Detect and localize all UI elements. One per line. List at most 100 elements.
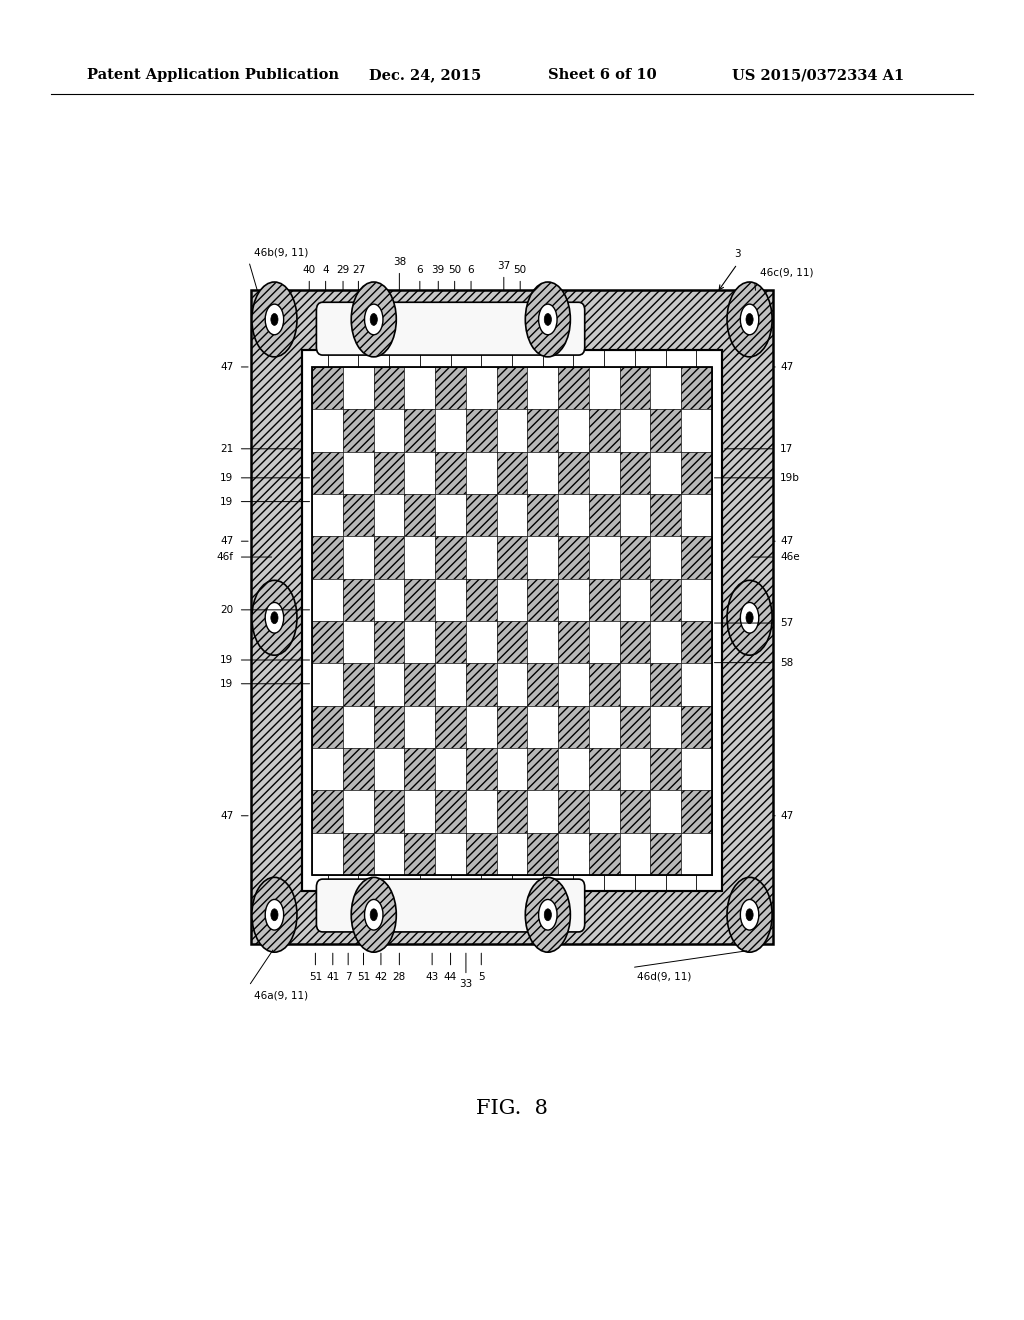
Bar xyxy=(312,748,343,791)
Ellipse shape xyxy=(740,899,759,931)
Bar xyxy=(527,494,558,536)
Bar xyxy=(650,536,681,578)
Text: 51: 51 xyxy=(357,972,370,982)
Text: 46b(9, 11): 46b(9, 11) xyxy=(254,247,308,257)
Bar xyxy=(589,664,620,706)
Text: 19: 19 xyxy=(220,655,233,665)
Bar xyxy=(312,409,343,451)
Ellipse shape xyxy=(545,313,551,326)
Bar xyxy=(681,536,712,578)
Bar xyxy=(466,664,497,706)
Bar xyxy=(527,578,558,622)
Ellipse shape xyxy=(525,878,570,952)
Ellipse shape xyxy=(525,282,570,356)
Text: 6: 6 xyxy=(468,264,474,275)
Bar xyxy=(435,664,466,706)
Bar xyxy=(497,494,527,536)
Bar xyxy=(681,578,712,622)
Text: 5: 5 xyxy=(478,972,484,982)
Ellipse shape xyxy=(252,282,297,356)
Text: 27: 27 xyxy=(352,264,365,275)
Text: FIG.  8: FIG. 8 xyxy=(476,1100,548,1118)
Bar xyxy=(404,622,435,664)
Ellipse shape xyxy=(265,899,284,931)
Text: 19: 19 xyxy=(220,473,233,483)
Bar xyxy=(374,833,404,875)
Text: 47: 47 xyxy=(220,362,233,372)
Text: 41: 41 xyxy=(327,972,339,982)
Text: 47: 47 xyxy=(780,362,794,372)
Bar xyxy=(589,409,620,451)
Bar xyxy=(466,706,497,748)
Ellipse shape xyxy=(371,313,377,326)
Text: 20: 20 xyxy=(220,605,233,615)
Bar xyxy=(620,833,650,875)
Bar xyxy=(681,494,712,536)
Text: 47: 47 xyxy=(780,810,794,821)
Bar xyxy=(343,664,374,706)
Bar xyxy=(497,622,527,664)
Bar xyxy=(589,748,620,791)
Bar xyxy=(497,367,527,409)
Text: Dec. 24, 2015: Dec. 24, 2015 xyxy=(369,69,481,82)
Text: 57: 57 xyxy=(780,618,794,628)
Text: 7: 7 xyxy=(345,972,351,982)
Text: 46a(9, 11): 46a(9, 11) xyxy=(254,990,308,1001)
Bar xyxy=(650,622,681,664)
Bar xyxy=(466,536,497,578)
Bar xyxy=(374,367,404,409)
Bar xyxy=(650,451,681,494)
Bar xyxy=(312,833,343,875)
Bar xyxy=(681,622,712,664)
Bar xyxy=(558,494,589,536)
Bar xyxy=(343,451,374,494)
Ellipse shape xyxy=(270,313,279,326)
Bar xyxy=(302,350,722,891)
Bar xyxy=(435,409,466,451)
Bar xyxy=(589,367,620,409)
Bar xyxy=(312,664,343,706)
Bar xyxy=(527,409,558,451)
Bar xyxy=(374,451,404,494)
Bar xyxy=(620,748,650,791)
Bar xyxy=(312,367,712,875)
Text: 47: 47 xyxy=(220,536,233,546)
Bar xyxy=(681,451,712,494)
Text: 42: 42 xyxy=(375,972,387,982)
Bar xyxy=(404,791,435,833)
Bar xyxy=(527,748,558,791)
Bar xyxy=(558,451,589,494)
Bar xyxy=(558,706,589,748)
Text: 38: 38 xyxy=(393,256,406,267)
Bar xyxy=(343,409,374,451)
Bar xyxy=(312,536,343,578)
Text: 4: 4 xyxy=(323,264,329,275)
Bar xyxy=(497,536,527,578)
Bar xyxy=(466,622,497,664)
Bar xyxy=(404,706,435,748)
Bar xyxy=(497,578,527,622)
Ellipse shape xyxy=(740,304,759,335)
Bar xyxy=(435,367,466,409)
Bar xyxy=(343,748,374,791)
Bar xyxy=(497,748,527,791)
Ellipse shape xyxy=(727,581,772,655)
Bar xyxy=(302,350,722,891)
Bar xyxy=(374,494,404,536)
Text: 21: 21 xyxy=(220,444,233,454)
Bar xyxy=(435,536,466,578)
Bar xyxy=(527,451,558,494)
Bar xyxy=(650,494,681,536)
Bar xyxy=(435,494,466,536)
Ellipse shape xyxy=(252,878,297,952)
Bar xyxy=(650,578,681,622)
Bar xyxy=(620,706,650,748)
Bar xyxy=(497,706,527,748)
Bar xyxy=(620,578,650,622)
Bar xyxy=(343,833,374,875)
Bar xyxy=(681,833,712,875)
Ellipse shape xyxy=(740,602,759,634)
Bar xyxy=(343,791,374,833)
Bar xyxy=(558,748,589,791)
Bar xyxy=(466,578,497,622)
